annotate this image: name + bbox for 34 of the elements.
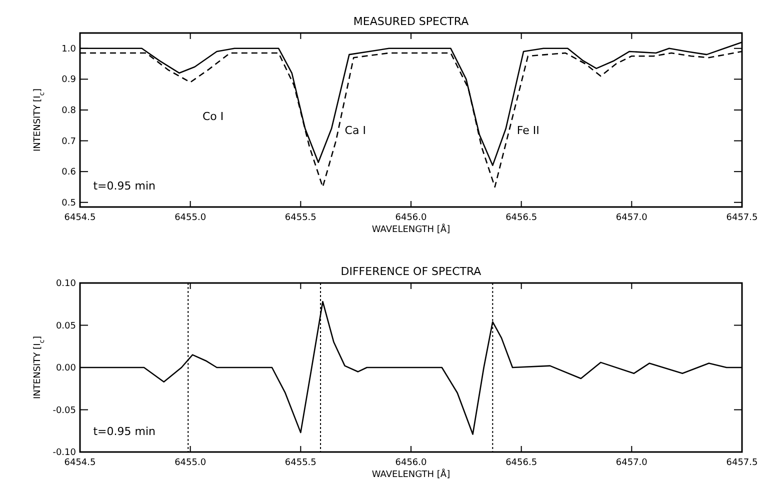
x-tick-label: 6454.5 — [64, 458, 96, 468]
y-tick-label: -0.05 — [52, 406, 76, 416]
x-tick-label: 6457.5 — [726, 458, 758, 468]
chart-title: MEASURED SPECTRA — [353, 15, 470, 28]
y-tick-label: 0.9 — [62, 75, 76, 86]
x-tick-label: 6455.5 — [284, 213, 316, 223]
chart-title: DIFFERENCE OF SPECTRA — [340, 265, 482, 278]
x-axis-title: WAVELENGTH [Å] — [372, 223, 450, 235]
x-tick-label: 6456.5 — [506, 458, 538, 468]
x-tick-label: 6456.0 — [395, 458, 428, 468]
annotation: t=0.95 min — [93, 425, 156, 438]
x-tick-label: 6456.0 — [395, 213, 428, 223]
y-tick-label: 0.05 — [56, 321, 76, 332]
y-tick-label: 1.0 — [62, 44, 76, 54]
x-tick-label: 6457.0 — [616, 213, 648, 223]
x-tick-label: 6455.0 — [174, 458, 206, 468]
x-tick-label: 6457.5 — [726, 213, 758, 223]
y-tick-label: -0.10 — [52, 448, 76, 458]
x-tick-label: 6455.0 — [174, 213, 206, 223]
y-tick-label: 0.8 — [62, 106, 76, 116]
x-tick-label: 6454.5 — [64, 213, 96, 223]
x-tick-label: 6456.5 — [506, 213, 538, 223]
y-tick-label: 0.00 — [56, 364, 76, 374]
annotation: Co I — [202, 110, 224, 123]
x-tick-label: 6455.5 — [284, 458, 316, 468]
y-tick-label: 0.5 — [62, 198, 76, 208]
y-tick-label: 0.7 — [62, 136, 76, 147]
x-axis-title: WAVELENGTH [Å] — [372, 468, 450, 480]
annotation: t=0.95 min — [93, 180, 156, 193]
annotation: Fe II — [516, 124, 540, 137]
x-tick-label: 6457.0 — [616, 458, 648, 468]
y-tick-label: 0.10 — [56, 279, 76, 289]
annotation: Ca I — [344, 124, 366, 137]
y-tick-label: 0.6 — [62, 168, 76, 178]
